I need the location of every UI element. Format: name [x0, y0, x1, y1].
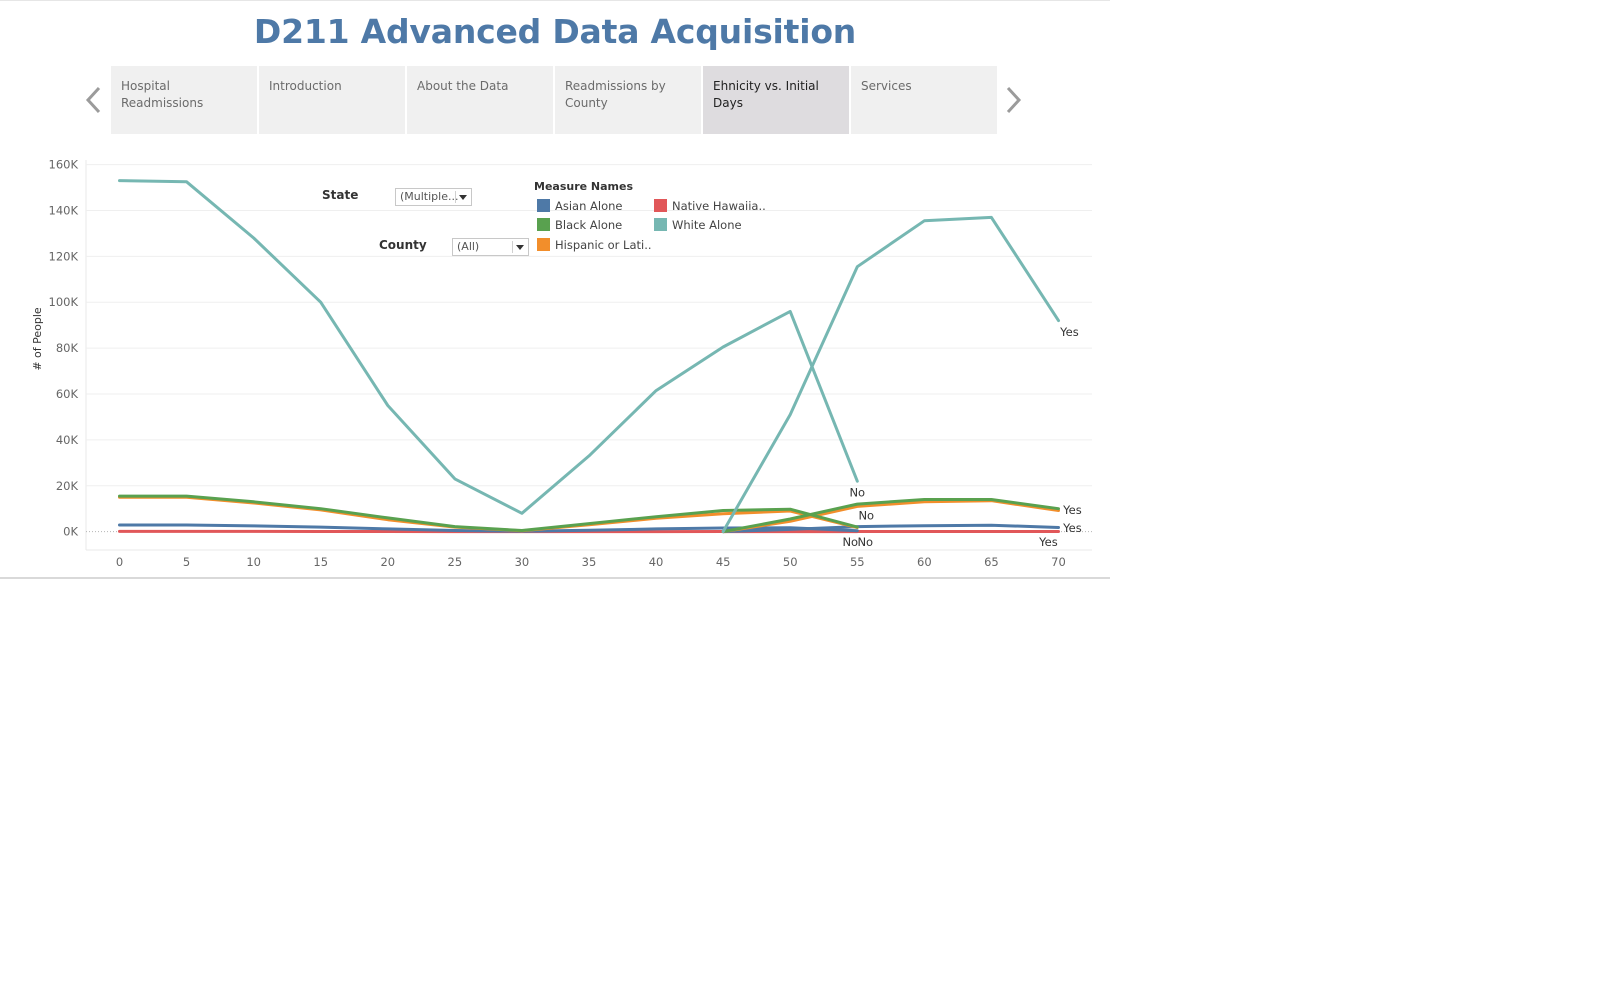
legend-swatch [537, 218, 550, 231]
state-filter-label: State [322, 188, 359, 202]
y-tick-label: 0K [63, 525, 78, 539]
legend-swatch [537, 199, 550, 212]
x-tick-label: 35 [582, 555, 597, 569]
x-tick-label: 15 [313, 555, 328, 569]
series-end-label: Yes [1038, 535, 1058, 549]
x-tick-label: 60 [917, 555, 932, 569]
series-line-yes-asian-alone [721, 523, 1060, 534]
series-end-label: No [842, 535, 858, 549]
series-end-label: Yes [1059, 325, 1079, 339]
dropdown-separator [512, 241, 513, 253]
x-tick-label: 65 [984, 555, 999, 569]
x-tick-label: 45 [716, 555, 731, 569]
series-end-label: No [858, 509, 874, 523]
y-axis-title: # of People [31, 307, 44, 371]
y-tick-label: 100K [49, 295, 79, 309]
chevron-right-icon [1006, 86, 1022, 114]
y-tick-label: 140K [49, 203, 79, 217]
x-tick-label: 50 [783, 555, 798, 569]
county-filter-dropdown[interactable]: (All) [452, 238, 529, 256]
x-tick-label: 5 [183, 555, 190, 569]
legend-label: Native Hawaiia.. [672, 199, 766, 213]
y-tick-label: 80K [56, 341, 79, 355]
prev-story-button[interactable] [82, 82, 106, 118]
legend-label: Asian Alone [555, 199, 623, 213]
legend-label: White Alone [672, 218, 742, 232]
dropdown-separator [455, 191, 456, 203]
series-line-no-asian-alone [118, 523, 859, 533]
legend-swatch [654, 218, 667, 231]
y-tick-label: 20K [56, 479, 79, 493]
y-tick-label: 120K [49, 249, 79, 263]
x-tick-label: 70 [1051, 555, 1066, 569]
series-end-label: Yes [1062, 521, 1082, 535]
legend-item-asian-alone[interactable]: Asian Alone [537, 198, 623, 214]
x-tick-label: 25 [448, 555, 463, 569]
series-line-yes-white-alone [721, 215, 1060, 534]
county-filter-value: (All) [457, 240, 480, 253]
story-tabs: Hospital Readmissions Introduction About… [111, 66, 999, 134]
chart-canvas: 0K 20K 40K 60K 80K 100K 120K 140K 160K 0 5 10 15 20 25… [31, 158, 1092, 569]
bottom-divider [0, 577, 1110, 579]
tab-about-the-data[interactable]: About the Data [407, 66, 553, 134]
x-tick-label: 30 [515, 555, 530, 569]
top-divider [0, 0, 1110, 1]
page-title: D211 Advanced Data Acquisition [253, 12, 857, 51]
x-tick-label: 55 [850, 555, 865, 569]
chevron-down-icon [459, 195, 467, 200]
y-tick-label: 160K [49, 158, 79, 172]
state-filter-dropdown[interactable]: (Multiple... [395, 188, 472, 206]
legend-item-white-alone[interactable]: White Alone [654, 217, 742, 233]
legend-item-hispanic-or-latino[interactable]: Hispanic or Lati.. [537, 237, 652, 253]
x-tick-label: 40 [649, 555, 664, 569]
line-chart: 0K 20K 40K 60K 80K 100K 120K 140K 160K 0 5 10 15 20 25… [0, 140, 1110, 580]
legend-item-black-alone[interactable]: Black Alone [537, 217, 622, 233]
y-tick-label: 40K [56, 433, 79, 447]
tab-ethnicity-vs-initial-days[interactable]: Ehnicity vs. Initial Days [703, 66, 849, 134]
tab-services[interactable]: Services [851, 66, 997, 134]
legend-swatch [654, 199, 667, 212]
legend-label: Black Alone [555, 218, 623, 232]
series-line-no-white-alone [118, 179, 859, 515]
x-tick-label: 20 [380, 555, 395, 569]
y-tick-label: 60K [56, 387, 79, 401]
tab-introduction[interactable]: Introduction [259, 66, 405, 134]
series-end-label: No [849, 486, 865, 500]
county-filter-label: County [379, 238, 427, 252]
legend-item-native-hawaiian[interactable]: Native Hawaiia.. [654, 198, 766, 214]
series-end-label: Yes [1062, 503, 1082, 517]
next-story-button[interactable] [1001, 82, 1025, 118]
chevron-down-icon [516, 245, 524, 250]
tab-hospital-readmissions[interactable]: Hospital Readmissions [111, 66, 257, 134]
x-tick-label: 10 [246, 555, 261, 569]
x-tick-label: 0 [116, 555, 123, 569]
legend-label: Hispanic or Lati.. [555, 238, 652, 252]
tab-readmissions-by-county[interactable]: Readmissions by County [555, 66, 701, 134]
state-filter-value: (Multiple... [400, 190, 459, 203]
legend-title: Measure Names [534, 180, 634, 193]
series-line-yes-black-alone [721, 498, 1060, 534]
chevron-left-icon [85, 86, 101, 114]
series-end-label: No [857, 535, 873, 549]
legend-swatch [537, 238, 550, 251]
